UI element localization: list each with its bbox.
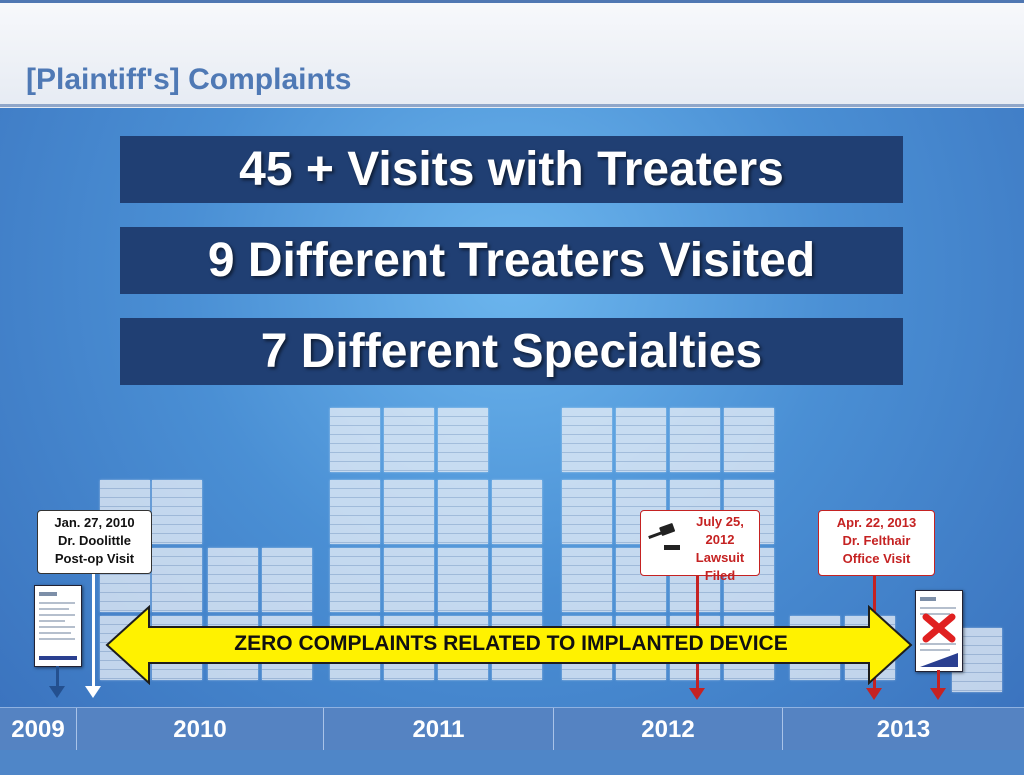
year-2012: 2012	[554, 708, 783, 751]
record-page	[562, 480, 612, 544]
stat-box-specialties: 7 Different Specialties	[120, 318, 903, 385]
record-page	[262, 548, 312, 612]
document-icon	[920, 597, 958, 667]
stat-box-visits: 45 + Visits with Treaters	[120, 136, 903, 203]
document-thumbnail-2009	[34, 585, 82, 667]
record-page	[670, 408, 720, 472]
double-arrow-icon	[105, 604, 913, 686]
arrow-down-icon	[49, 686, 65, 698]
record-page	[208, 548, 258, 612]
arrow-down-icon	[85, 686, 101, 698]
record-page	[492, 480, 542, 544]
arrow-down-icon	[689, 688, 705, 700]
record-page	[152, 480, 202, 544]
arrow-down-icon	[866, 688, 882, 700]
stat-visits: 45 + Visits with Treaters	[239, 143, 784, 196]
record-page	[330, 548, 380, 612]
document-thumbnail-2013	[915, 590, 963, 672]
year-2010: 2010	[77, 708, 324, 751]
year-2011: 2011	[324, 708, 554, 751]
callout-felthair-visit: Apr. 22, 2013 Dr. Felthair Office Visit	[818, 510, 935, 576]
callout-doolittle-text: Jan. 27, 2010 Dr. Doolittle Post-op Visi…	[54, 515, 135, 566]
header-divider	[0, 104, 1024, 107]
timeline-bar: 2009 2010 2011 2012 2013	[0, 707, 1024, 752]
red-x-icon	[922, 613, 956, 643]
document-icon	[39, 592, 77, 660]
arrow-down-icon	[930, 688, 946, 700]
record-page	[438, 480, 488, 544]
record-page	[384, 548, 434, 612]
record-page	[330, 480, 380, 544]
record-page	[562, 548, 612, 612]
record-page	[438, 548, 488, 612]
marker-line-jan-2010	[92, 574, 95, 688]
record-page	[384, 408, 434, 472]
record-page	[152, 548, 202, 612]
record-page	[384, 480, 434, 544]
callout-lawsuit-filed: July 25, 2012 Lawsuit Filed	[640, 510, 760, 583]
stat-treaters: 9 Different Treaters Visited	[207, 234, 816, 287]
year-2009: 2009	[0, 708, 77, 751]
slide-header: [Plaintiff's] Complaints	[0, 0, 1024, 108]
year-2013: 2013	[876, 715, 931, 743]
gavel-icon	[648, 523, 680, 550]
record-page	[330, 408, 380, 472]
record-page	[492, 548, 542, 612]
callout-lawsuit-text: July 25, 2012 Lawsuit Filed	[695, 514, 745, 583]
zero-complaints-banner: ZERO COMPLAINTS RELATED TO IMPLANTED DEV…	[105, 604, 913, 686]
marker-line-2013-doc	[937, 670, 940, 690]
record-page	[438, 408, 488, 472]
marker-line-2009	[56, 666, 59, 688]
banner-text: ZERO COMPLAINTS RELATED TO IMPLANTED DEV…	[234, 632, 788, 655]
callout-doolittle-visit: Jan. 27, 2010 Dr. Doolittle Post-op Visi…	[37, 510, 152, 574]
stat-specialties: 7 Different Specialties	[260, 325, 763, 378]
footer-strip	[0, 750, 1024, 775]
callout-felthair-text: Apr. 22, 2013 Dr. Felthair Office Visit	[836, 515, 917, 566]
record-page	[616, 408, 666, 472]
slide-title: [Plaintiff's] Complaints	[26, 63, 352, 96]
stat-box-treaters: 9 Different Treaters Visited	[120, 227, 903, 294]
record-page	[562, 408, 612, 472]
record-page	[724, 408, 774, 472]
